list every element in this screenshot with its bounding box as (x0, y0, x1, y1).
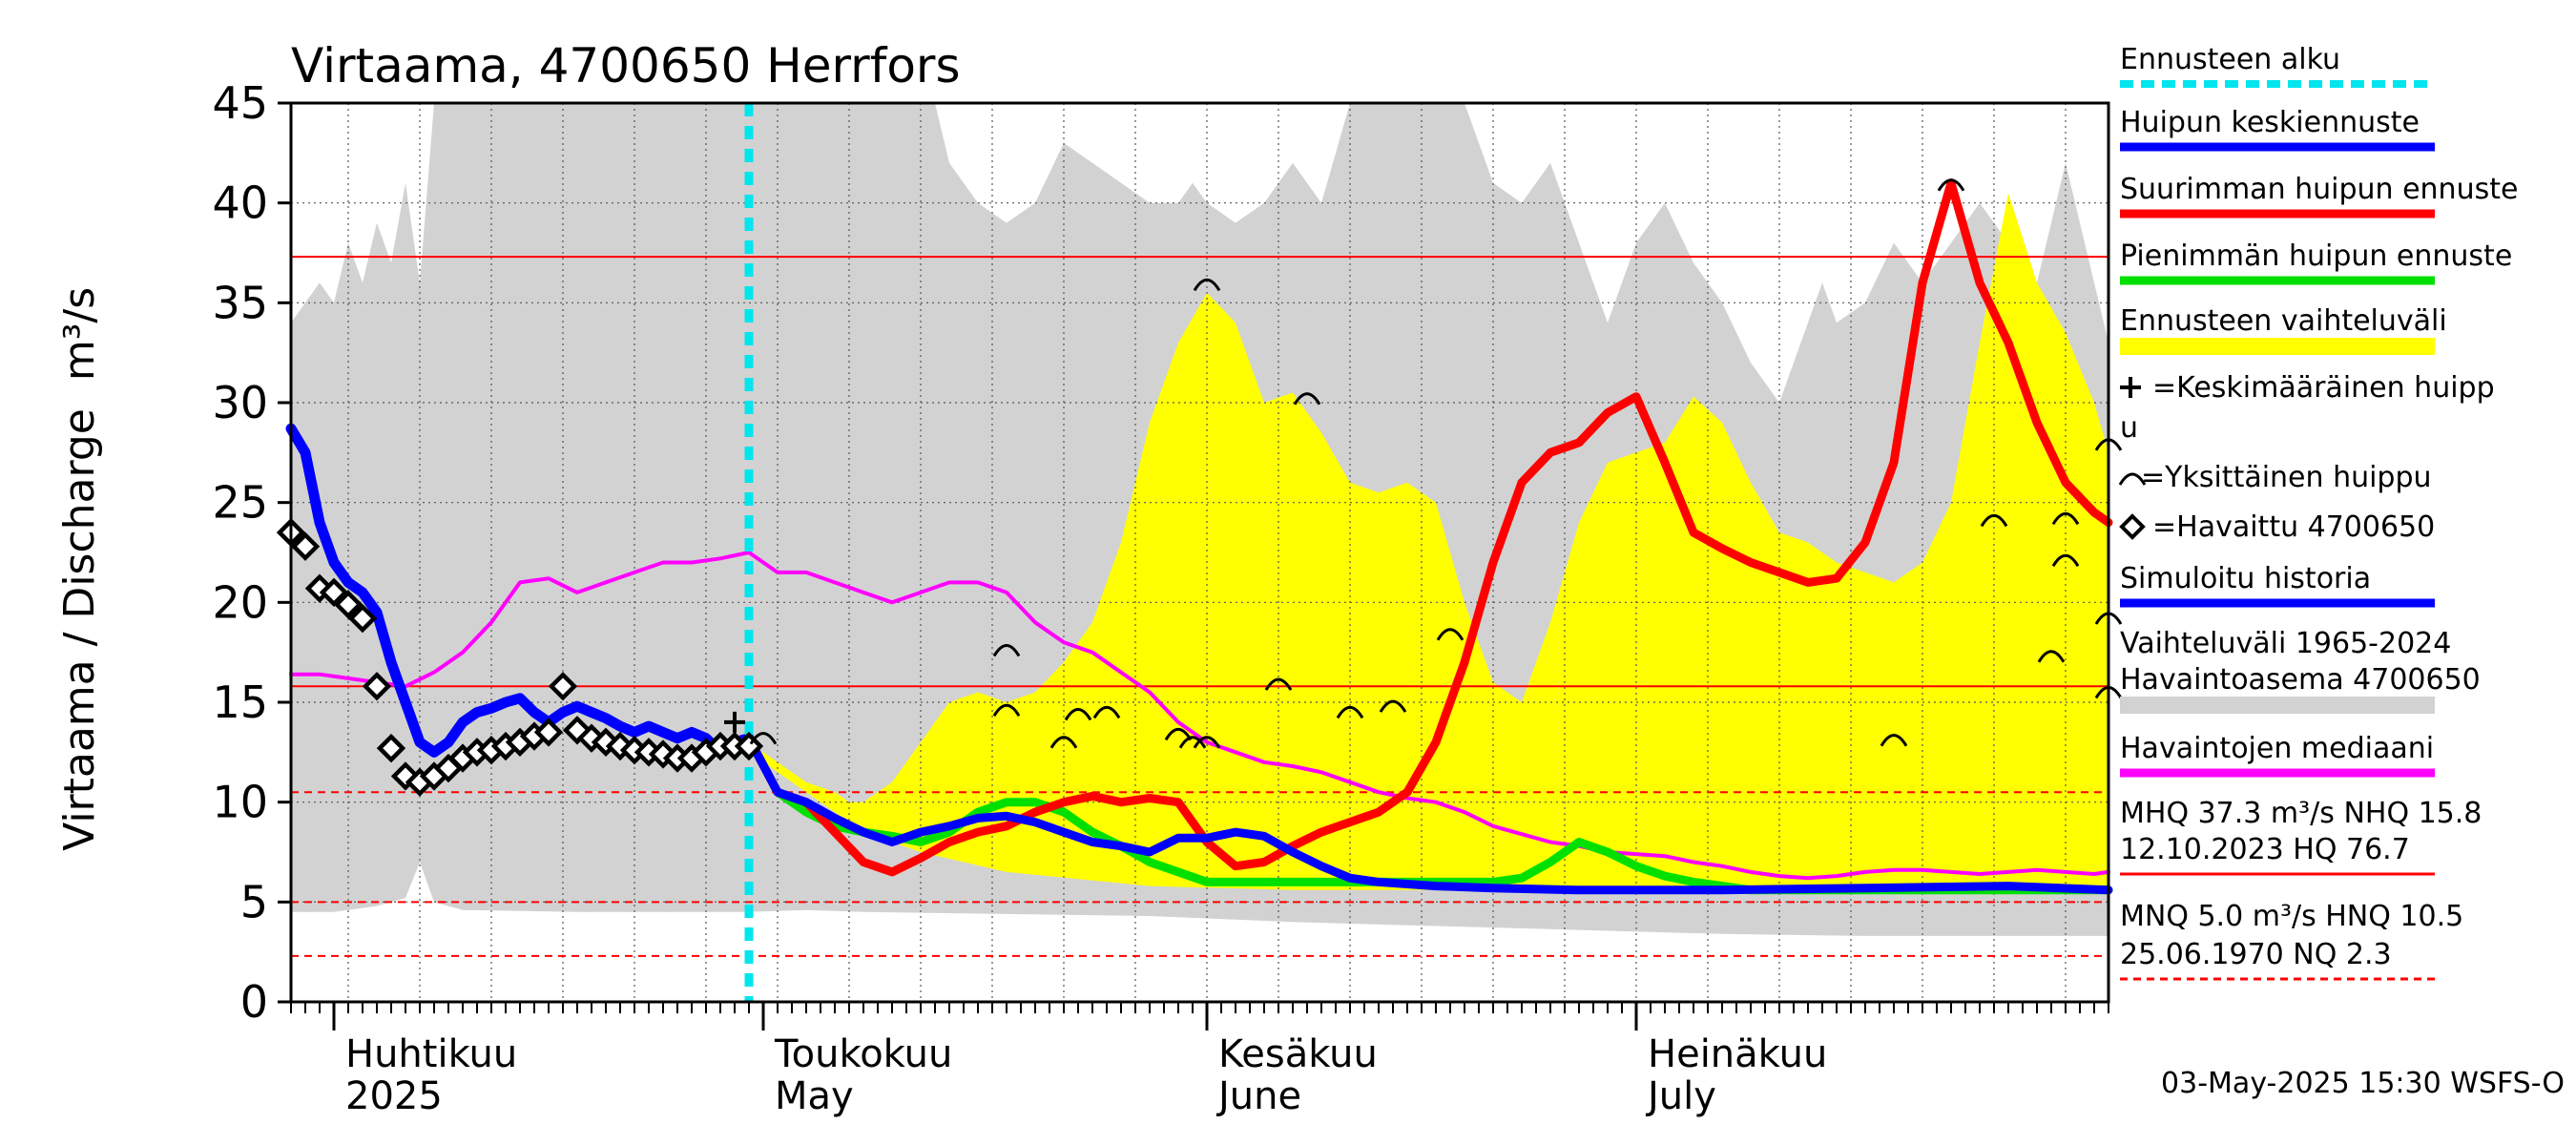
legend-label-4: Ennusteen vaihteluväli (2120, 304, 2447, 338)
axes-layer: 051015202530354045Huhtikuu2025ToukokuuMa… (212, 77, 2110, 1118)
observed-point (376, 733, 406, 763)
legend-label-7: =Yksittäinen huippu (2141, 461, 2432, 494)
observed-point (648, 739, 678, 769)
legend-label-3: Pienimmän huipun ennuste (2120, 239, 2512, 273)
legend-label-9: Simuloitu historia (2120, 562, 2371, 595)
plot-frame (289, 101, 2110, 1004)
single-peak-mark (2051, 553, 2080, 568)
series-layer (285, 103, 2113, 1002)
single-peak-mark (1264, 677, 1293, 691)
y-axis-unit: m³/s (55, 287, 104, 381)
legend-swatch-4 (2120, 338, 2435, 355)
legend-swatch-11 (2120, 697, 2435, 714)
single-peak-mark (1880, 734, 1908, 747)
legend-mean-peak-symbol (2120, 377, 2141, 398)
single-peak-mark (1049, 736, 1078, 749)
observed-point (533, 718, 564, 747)
observed-point (319, 577, 349, 608)
single-peak-mark (749, 732, 778, 745)
y-tick-label: 20 (212, 576, 268, 628)
y-tick-label: 45 (212, 77, 268, 129)
single-peak-mark (2037, 650, 2066, 663)
legend-label-8: =Havaittu 4700650 (2152, 510, 2435, 544)
single-peak-mark (1193, 278, 1221, 292)
month-label-fi: Heinäkuu (1648, 1032, 1827, 1076)
legend-single-peak-symbol (2118, 472, 2147, 486)
y-axis-label: Virtaama / Discharge (55, 408, 104, 851)
grid-layer (291, 102, 2109, 1003)
max-peak-forecast-line (744, 178, 2113, 877)
observed-point (562, 716, 592, 745)
legend-layer: Ennusteen alku Huipun keskiennuste Suurimm… (2118, 43, 2518, 981)
y-tick-label: 30 (212, 377, 268, 428)
month-label-fi: Toukokuu (774, 1032, 952, 1076)
legend-label-14: 12.10.2023 HQ 76.7 (2120, 833, 2410, 866)
legend-label-16: 25.06.1970 NQ 2.3 (2120, 938, 2392, 971)
observed-point (347, 603, 378, 634)
single-peak-mark (1178, 736, 1207, 749)
single-peak-mark (1293, 392, 1321, 406)
legend-label-2: Suurimman huipun ennuste (2120, 173, 2518, 206)
single-peak-mark (1336, 705, 1364, 719)
single-peak-mark (1193, 736, 1221, 749)
legend-observed-symbol (2119, 513, 2146, 540)
month-label-en: June (1215, 1074, 1301, 1118)
single-peak-mark (992, 703, 1021, 718)
simulated-history-line (285, 423, 755, 758)
legend-label-12: Havaintojen mediaani (2120, 732, 2434, 765)
single-peak-mark (1980, 513, 2008, 528)
observed-point (290, 531, 321, 561)
single-peak-mark (1164, 727, 1193, 741)
single-peak-mark (1092, 705, 1121, 719)
legend-label-15: MNQ 5.0 m³/s HNQ 10.5 (2120, 900, 2463, 933)
legend-label-0: Ennusteen alku (2120, 43, 2340, 76)
legend-label-1: Huipun keskiennuste (2120, 106, 2420, 139)
month-label-en: May (775, 1074, 854, 1118)
single-peak-mark (992, 644, 1021, 657)
y-tick-label: 25 (212, 477, 268, 529)
legend-label-13: MHQ 37.3 m³/s NHQ 15.8 (2120, 797, 2482, 830)
y-tick-label: 40 (212, 177, 268, 229)
month-label-fi: Huhtikuu (345, 1032, 517, 1076)
footer-timestamp: 03-May-2025 15:30 WSFS-O (2161, 1067, 2565, 1100)
mean-peak-mark (724, 711, 745, 733)
single-peak-mark (2051, 511, 2080, 526)
legend-label-5: =Keskimääräinen huipp (2152, 371, 2495, 405)
month-label-en: 2025 (345, 1074, 443, 1118)
single-peak-mark (1937, 178, 1965, 192)
median-line (289, 551, 2110, 881)
observed-point (362, 672, 392, 701)
y-tick-label: 0 (240, 976, 268, 1028)
observed-point (591, 727, 621, 758)
month-label-en: July (1645, 1074, 1716, 1118)
single-peak-mark (1064, 707, 1092, 721)
legend-label-10: Vaihteluväli 1965-2024 (2120, 627, 2451, 660)
observed-point (734, 731, 764, 761)
y-tick-label: 10 (212, 777, 268, 828)
y-tick-label: 35 (212, 277, 268, 328)
mean-peak-forecast-line (744, 734, 2113, 895)
single-peak-mark (1379, 699, 1407, 713)
month-label-fi: Kesäkuu (1218, 1032, 1378, 1076)
single-peak-mark (1436, 628, 1465, 641)
y-tick-label: 5 (240, 876, 268, 927)
observed-point (333, 590, 364, 619)
y-tick-label: 15 (212, 677, 268, 728)
observed-point (548, 672, 578, 701)
reference-lines-layer (291, 256, 2109, 957)
chart-title: Virtaama, 4700650 Herrfors (291, 38, 961, 94)
legend-label-11: Havaintoasema 4700650 (2120, 663, 2481, 697)
legend-label-6: u (2120, 411, 2138, 445)
